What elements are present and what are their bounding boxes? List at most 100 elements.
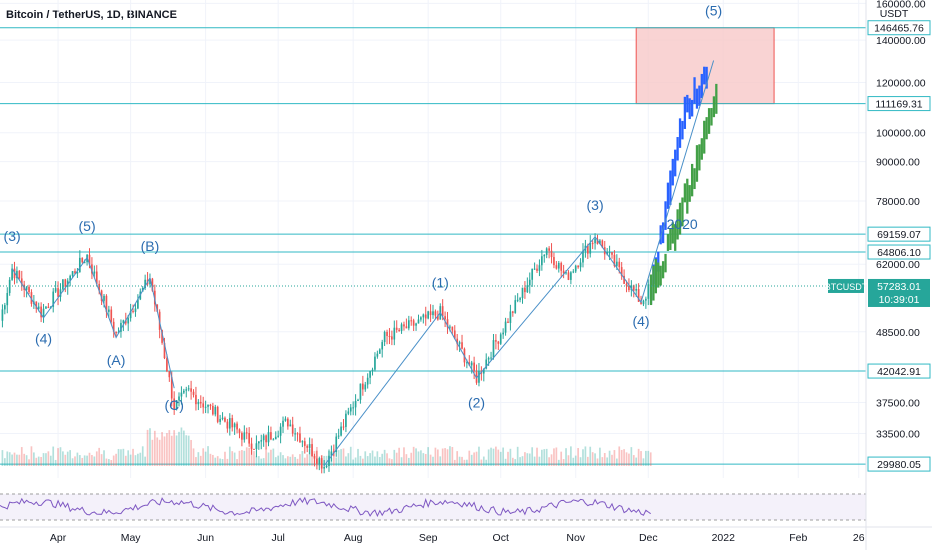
projection-candle-blue [666,182,670,209]
volume-bar [124,455,127,466]
candle [531,268,534,280]
candle [76,272,79,274]
time-tick-label: 26 [853,532,865,544]
volume-bar [178,431,180,466]
volume-bar [35,457,38,466]
candle [190,388,192,392]
volume-bar [613,450,616,466]
candle [374,356,376,370]
candle [504,321,507,333]
candle [216,406,219,422]
volume-bar [562,459,565,466]
volume-bar [76,452,79,466]
volume-bar [473,452,475,466]
candle [168,371,171,378]
volume-bar [294,456,296,466]
candle [318,458,321,464]
volume-bar [332,448,335,466]
price-tick-label: 100000.00 [876,128,926,140]
candle [272,439,275,441]
volume-bar [490,447,492,466]
candle [485,359,488,369]
volume-bar [649,452,652,466]
candle [342,426,345,428]
projection-candle-blue [683,96,687,129]
volume-bar [594,453,596,466]
volume-bar [197,452,200,466]
candle [434,311,437,316]
volume-bar [33,452,35,466]
wave-label: (A) [107,352,126,368]
candle [282,420,284,427]
volume-bar [400,457,403,466]
volume-bar [374,456,376,466]
time-tick-label: Apr [50,532,67,544]
candle [618,261,621,268]
volume-bar [553,448,555,466]
volume-bar [468,450,471,466]
candle [18,270,21,279]
volume-bar [475,451,478,466]
volume-bar [100,454,103,466]
projection-candle-green [674,224,677,251]
volume-bar [88,452,91,466]
candle [611,252,613,255]
candle [378,349,381,354]
candles [1,233,652,474]
volume-bar [248,447,251,466]
candle [369,370,371,378]
volume-bar [538,456,541,466]
candle [47,306,50,309]
candle [71,271,74,276]
volume-bar [645,450,647,466]
candle [103,295,105,301]
candle [1,309,4,321]
volume-bar [195,457,197,466]
candle [514,300,517,313]
candle [637,288,640,302]
volume-bar [161,432,163,466]
current-price-badge [868,278,930,307]
candle [209,404,212,406]
symbol-badge [828,278,864,293]
volume-bar [337,450,340,466]
candle [325,466,328,468]
candle [403,324,405,327]
candle [599,240,601,244]
candle [596,238,599,244]
volume-bar [212,454,214,466]
projection-candle-blue [671,158,674,186]
candle [233,423,236,428]
volume-bar [277,455,280,466]
volume-bar [156,437,159,466]
volume-bar [45,453,47,466]
volume-bar [233,452,236,466]
volume-bar [466,459,468,466]
volume-bar [647,450,650,466]
candle [383,331,386,343]
volume-bar [257,456,260,466]
volume-bar [560,451,563,466]
volume-bar [207,446,209,466]
candle [270,432,272,440]
candle [528,279,531,286]
volume-bar [591,452,594,466]
volume-bar [606,457,609,466]
volume-bar [163,436,166,466]
projection-candle-blue [678,118,682,148]
candle [182,390,185,393]
volume-bar [129,454,132,466]
time-tick-label: Dec [639,532,658,544]
rsi-pane [0,493,866,521]
volume-bar [108,459,110,466]
projection-candle-blue [698,85,701,106]
projection-candle-green [705,117,708,140]
candle [316,458,318,464]
volume-bar [441,448,444,466]
projection-candle-green [700,138,703,160]
candle [108,309,110,312]
candle [482,368,485,374]
volume-bar [1,450,4,466]
candle [112,321,115,332]
